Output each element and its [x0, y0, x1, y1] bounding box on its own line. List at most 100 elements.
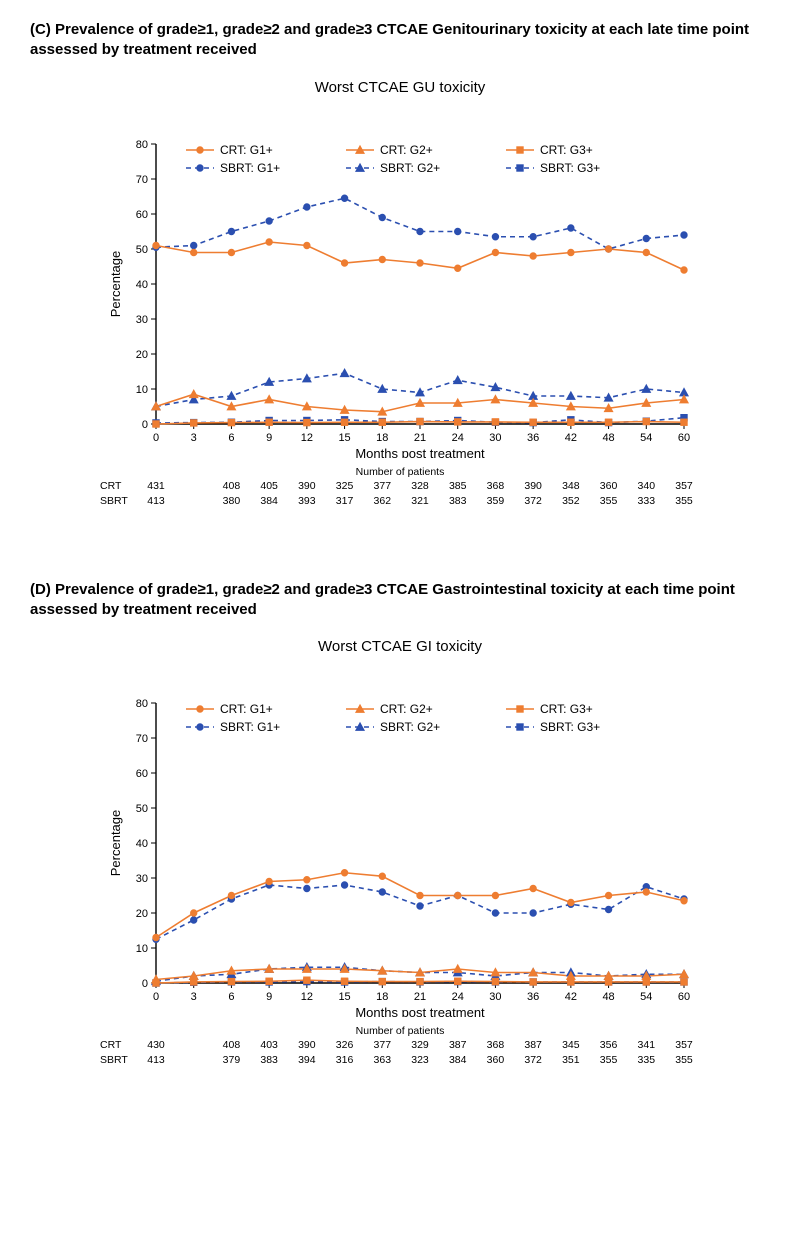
svg-text:0: 0: [153, 432, 159, 444]
svg-text:18: 18: [376, 432, 388, 444]
svg-text:70: 70: [136, 733, 148, 745]
svg-text:Percentage: Percentage: [108, 250, 123, 317]
patients-row-crt-cell: 390: [293, 480, 321, 492]
patients-row-sbrt-cell: 363: [368, 1054, 396, 1066]
svg-text:Months post treatment: Months post treatment: [355, 1005, 485, 1017]
patients-row-crt-cell: 390: [519, 480, 547, 492]
patients-row-sbrt-cell: 379: [217, 1054, 245, 1066]
svg-text:30: 30: [136, 314, 148, 326]
svg-text:9: 9: [266, 432, 272, 444]
patients-row-sbrt-cell: 355: [595, 495, 623, 507]
svg-text:Months post treatment: Months post treatment: [355, 446, 485, 458]
patients-row-sbrt: SBRT413380384393317362321383359372352355…: [100, 495, 700, 510]
patients-title: Number of patients: [100, 1025, 700, 1037]
patients-row-crt-cell: 340: [632, 480, 660, 492]
patients-row-sbrt-cell: 355: [670, 495, 698, 507]
patients-row-sbrt-cell: 351: [557, 1054, 585, 1066]
svg-text:42: 42: [565, 991, 577, 1003]
patients-row-crt-cell: 368: [481, 1039, 509, 1051]
panel-c-heading: (C) Prevalence of grade≥1, grade≥2 and g…: [30, 20, 770, 61]
svg-text:CRT: G3+: CRT: G3+: [540, 702, 593, 716]
svg-text:0: 0: [142, 978, 148, 990]
patients-row-sbrt-label: SBRT: [100, 1054, 128, 1066]
patients-row-crt-cell: 348: [557, 480, 585, 492]
svg-text:CRT: G2+: CRT: G2+: [380, 702, 433, 716]
panel-d-patients-table: Number of patientsCRT4304084033903263773…: [100, 1025, 700, 1069]
svg-text:70: 70: [136, 174, 148, 186]
svg-text:48: 48: [602, 432, 614, 444]
patients-row-sbrt-cell: 384: [255, 495, 283, 507]
svg-text:15: 15: [338, 432, 350, 444]
patients-row-sbrt-cell: 355: [595, 1054, 623, 1066]
patients-row-sbrt-cell: 384: [444, 1054, 472, 1066]
svg-text:10: 10: [136, 943, 148, 955]
svg-text:SBRT: G1+: SBRT: G1+: [220, 720, 280, 734]
panel-c-chart: 0102030405060708003691215182124303642485…: [100, 98, 700, 458]
svg-text:60: 60: [678, 991, 690, 1003]
svg-text:80: 80: [136, 139, 148, 151]
svg-text:SBRT: G2+: SBRT: G2+: [380, 720, 440, 734]
patients-row-crt-cell: 385: [444, 480, 472, 492]
svg-text:10: 10: [136, 384, 148, 396]
svg-text:20: 20: [136, 349, 148, 361]
patients-row-crt-cell: 326: [331, 1039, 359, 1051]
svg-text:40: 40: [136, 838, 148, 850]
svg-text:21: 21: [414, 991, 426, 1003]
patients-row-sbrt-cell: 321: [406, 495, 434, 507]
svg-text:54: 54: [640, 991, 652, 1003]
patients-row-sbrt-cell: 360: [481, 1054, 509, 1066]
svg-text:SBRT: G3+: SBRT: G3+: [540, 720, 600, 734]
svg-text:30: 30: [136, 873, 148, 885]
svg-text:54: 54: [640, 432, 652, 444]
svg-text:42: 42: [565, 432, 577, 444]
panel-c-chart-title: Worst CTCAE GU toxicity: [100, 79, 700, 96]
patients-row-crt-cell: 329: [406, 1039, 434, 1051]
patients-title: Number of patients: [100, 466, 700, 478]
patients-row-sbrt-cell: 317: [331, 495, 359, 507]
svg-text:48: 48: [602, 991, 614, 1003]
patients-row-crt-cell: 408: [217, 480, 245, 492]
patients-row-sbrt-cell: 355: [670, 1054, 698, 1066]
patients-row-crt: CRT4304084033903263773293873683873453563…: [100, 1039, 700, 1054]
svg-text:15: 15: [338, 991, 350, 1003]
svg-text:CRT: G1+: CRT: G1+: [220, 702, 273, 716]
patients-row-crt-cell: 357: [670, 480, 698, 492]
patients-row-crt-cell: 341: [632, 1039, 660, 1051]
svg-text:6: 6: [228, 991, 234, 1003]
svg-text:50: 50: [136, 244, 148, 256]
svg-text:0: 0: [153, 991, 159, 1003]
svg-text:20: 20: [136, 908, 148, 920]
svg-text:60: 60: [136, 768, 148, 780]
patients-row-sbrt-cell: 380: [217, 495, 245, 507]
svg-text:36: 36: [527, 432, 539, 444]
svg-text:12: 12: [301, 991, 313, 1003]
patients-row-sbrt-cell: 323: [406, 1054, 434, 1066]
patients-row-crt-cell: 325: [331, 480, 359, 492]
svg-text:50: 50: [136, 803, 148, 815]
patients-row-sbrt-cell: 372: [519, 1054, 547, 1066]
patients-row-crt-label: CRT: [100, 1039, 121, 1051]
patients-row-crt: CRT4314084053903253773283853683903483603…: [100, 480, 700, 495]
svg-text:CRT: G3+: CRT: G3+: [540, 143, 593, 157]
panel-d-chart-wrap: Worst CTCAE GI toxicity 0102030405060708…: [100, 638, 700, 1017]
patients-row-crt-cell: 390: [293, 1039, 321, 1051]
patients-row-crt-cell: 377: [368, 1039, 396, 1051]
svg-text:CRT: G1+: CRT: G1+: [220, 143, 273, 157]
svg-text:18: 18: [376, 991, 388, 1003]
patients-row-sbrt-cell: 413: [142, 495, 170, 507]
svg-text:12: 12: [301, 432, 313, 444]
patients-row-crt-cell: 368: [481, 480, 509, 492]
patients-row-crt-cell: 430: [142, 1039, 170, 1051]
panel-d-chart: 0102030405060708003691215182124303642485…: [100, 657, 700, 1017]
svg-text:SBRT: G1+: SBRT: G1+: [220, 161, 280, 175]
panel-c-chart-wrap: Worst CTCAE GU toxicity 0102030405060708…: [100, 79, 700, 458]
patients-row-sbrt-cell: 359: [481, 495, 509, 507]
patients-row-crt-cell: 408: [217, 1039, 245, 1051]
panel-d-heading: (D) Prevalence of grade≥1, grade≥2 and g…: [30, 580, 770, 621]
patients-row-crt-cell: 387: [519, 1039, 547, 1051]
svg-text:60: 60: [136, 209, 148, 221]
svg-text:SBRT: G2+: SBRT: G2+: [380, 161, 440, 175]
patients-row-crt-cell: 356: [595, 1039, 623, 1051]
patients-row-sbrt-cell: 352: [557, 495, 585, 507]
patients-row-sbrt-cell: 333: [632, 495, 660, 507]
